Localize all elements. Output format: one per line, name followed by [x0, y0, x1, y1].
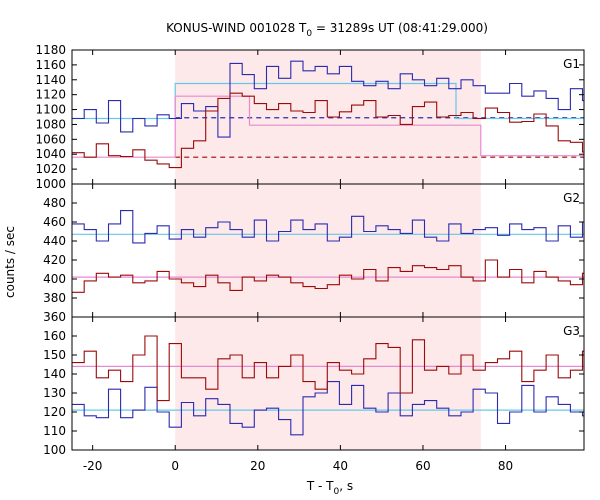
series-blue-histogram — [72, 210, 584, 244]
y-tick-label: 420 — [43, 253, 66, 267]
y-tick-label: 1020 — [35, 162, 66, 176]
panel-label: G2 — [563, 191, 580, 205]
y-tick-label: 1160 — [35, 58, 66, 72]
x-axis-label: T - T0, s — [306, 479, 353, 497]
panel-plot-area — [72, 335, 584, 436]
series-blue-histogram — [72, 60, 584, 138]
x-tick-label: 40 — [333, 459, 348, 473]
y-tick-label: 1000 — [35, 177, 66, 191]
panel-g1: 1000102010401060108011001120114011601180… — [35, 43, 585, 191]
panel-g3: 100 110 120 130 140 150 160 -20 0 20 40 60 80 G3 — [43, 316, 585, 473]
chart-title: KONUS-WIND 001028 T0 = 31289s UT (08:41:… — [166, 21, 488, 39]
y-tick-label: 1180 — [35, 43, 66, 57]
panel-label: G1 — [563, 57, 580, 71]
y-tick-label: 480 — [43, 196, 66, 210]
series-red-histogram — [72, 335, 584, 402]
x-tick-label: 0 — [171, 459, 179, 473]
y-tick-label: 1140 — [35, 73, 66, 87]
x-tick-label: -20 — [83, 459, 103, 473]
panel-plot-area — [72, 60, 584, 169]
x-axis-label-prefix: T - T — [306, 479, 334, 493]
y-tick-label: 380 — [43, 291, 66, 305]
y-tick-label: 130 — [43, 386, 66, 400]
series-red-histogram — [72, 92, 584, 169]
panel-label: G3 — [563, 324, 580, 338]
y-tick-label: 100 — [43, 443, 66, 457]
model-line-pink — [72, 95, 584, 158]
panel-plot-area — [72, 210, 584, 293]
series-blue-histogram — [72, 381, 584, 436]
y-tick-label: 440 — [43, 234, 66, 248]
y-tick-label: 1100 — [35, 103, 66, 117]
y-tick-label: 1060 — [35, 132, 66, 146]
y-tick-label: 150 — [43, 348, 66, 362]
y-tick-label: 400 — [43, 272, 66, 286]
chart-title-prefix: KONUS-WIND 001028 T — [166, 21, 307, 35]
x-axis-label-suffix: , s — [339, 479, 353, 493]
x-tick-label: 20 — [250, 459, 265, 473]
panel-frame — [71, 316, 585, 451]
y-tick-label: 460 — [43, 215, 66, 229]
y-tick-label: 140 — [43, 367, 66, 381]
x-axis-label-subscript: 0 — [334, 487, 340, 497]
shaded-interval — [175, 184, 481, 317]
series-red-histogram — [72, 259, 584, 293]
y-tick-label: 1040 — [35, 147, 66, 161]
y-tick-label: 1080 — [35, 117, 66, 131]
x-tick-label: 80 — [498, 459, 513, 473]
y-axis-label: counts / sec — [3, 226, 17, 298]
y-tick-label: 160 — [43, 329, 66, 343]
x-tick-label: 60 — [415, 459, 430, 473]
chart-title-suffix: = 31289s UT (08:41:29.000) — [312, 21, 488, 35]
shaded-interval — [175, 317, 481, 450]
y-tick-label: 120 — [43, 405, 66, 419]
panel-g2: 360 380 400 420 440 460 480 G2 — [43, 183, 585, 324]
y-tick-label: 1120 — [35, 88, 66, 102]
y-tick-label: 360 — [43, 310, 66, 324]
chart-title-subscript: 0 — [306, 29, 312, 39]
y-tick-label: 110 — [43, 424, 66, 438]
chart-panels: 1000102010401060108011001120114011601180… — [35, 43, 585, 473]
